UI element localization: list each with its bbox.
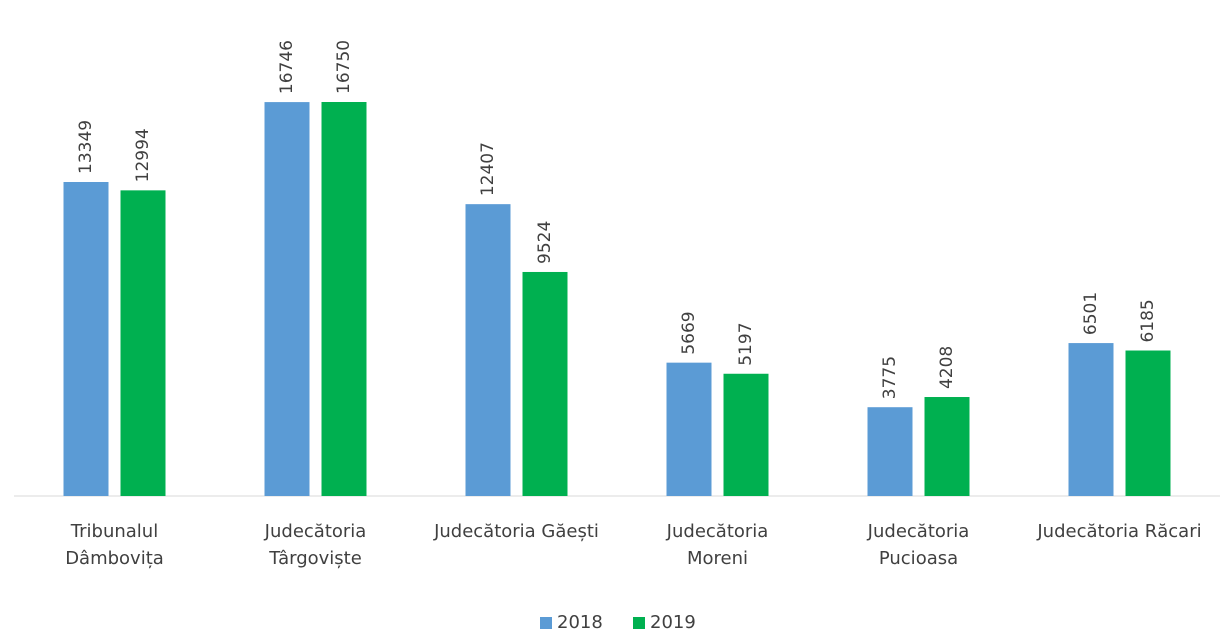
value-label: 3775 xyxy=(880,356,900,399)
bar xyxy=(465,204,511,497)
bar xyxy=(1125,350,1171,496)
value-label: 6185 xyxy=(1138,299,1158,342)
value-label: 12407 xyxy=(478,142,498,196)
legend-item: 2018 xyxy=(540,612,603,633)
bar xyxy=(63,181,109,497)
x-tick-label: Judecătoria Pucioasa xyxy=(867,521,970,569)
x-tick-label: Judecătoria Moreni xyxy=(666,521,769,569)
legend-item: 2019 xyxy=(633,612,696,633)
x-tick-label: Judecătoria Răcari xyxy=(1037,521,1202,542)
bar xyxy=(321,102,367,496)
bar xyxy=(264,102,310,496)
bar xyxy=(120,190,166,496)
legend-swatch xyxy=(540,616,552,629)
value-label: 4208 xyxy=(937,346,957,389)
value-label: 12994 xyxy=(133,128,153,182)
value-label: 5197 xyxy=(736,322,756,365)
value-label: 16750 xyxy=(334,40,354,94)
value-label: 9524 xyxy=(535,221,555,264)
legend-label: 2019 xyxy=(650,612,696,633)
bar xyxy=(666,362,712,496)
x-tick-label: Judecătoria Târgoviște xyxy=(264,521,367,569)
value-label: 5669 xyxy=(679,311,699,354)
value-label: 16746 xyxy=(277,40,297,94)
legend-swatch xyxy=(633,616,645,629)
bar xyxy=(1068,343,1114,496)
value-label: 6501 xyxy=(1081,292,1101,335)
x-tick-label: Judecătoria Găești xyxy=(434,521,599,542)
bar xyxy=(867,407,913,496)
bar xyxy=(924,397,970,496)
bar xyxy=(522,271,568,496)
bar xyxy=(723,373,769,496)
x-tick-label: Tribunalul Dâmbovița xyxy=(65,521,164,569)
legend-label: 2018 xyxy=(557,612,603,633)
value-label: 13349 xyxy=(76,120,96,174)
